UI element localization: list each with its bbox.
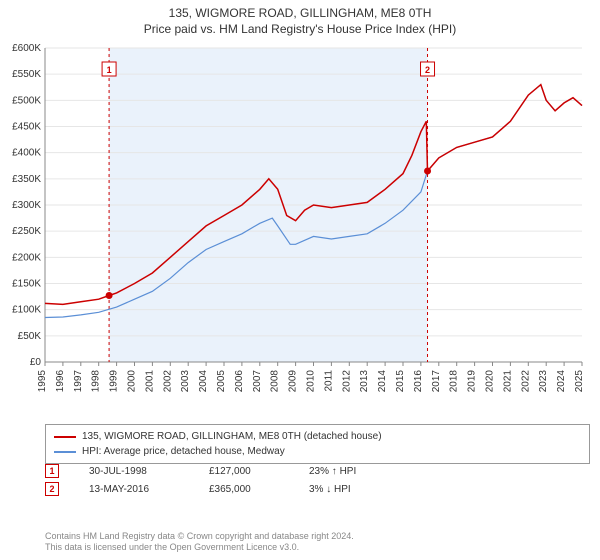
footer: Contains HM Land Registry data © Crown c… [45,531,354,554]
svg-text:2025: 2025 [574,370,585,393]
svg-text:£300K: £300K [12,200,41,211]
svg-text:2008: 2008 [270,370,281,393]
legend-row: 135, WIGMORE ROAD, GILLINGHAM, ME8 0TH (… [54,429,581,444]
svg-text:1997: 1997 [73,370,84,393]
chart-subtitle: Price paid vs. HM Land Registry's House … [0,22,600,38]
legend-swatch [54,451,76,453]
svg-text:2015: 2015 [395,370,406,393]
svg-text:2018: 2018 [449,370,460,393]
footer-line: This data is licensed under the Open Gov… [45,542,354,554]
legend-label: HPI: Average price, detached house, Medw… [82,444,285,459]
svg-text:£0: £0 [30,357,42,368]
svg-text:2: 2 [425,65,430,75]
sale-diff: 23% ↑ HPI [309,466,399,477]
svg-text:2014: 2014 [377,370,388,393]
svg-text:£150K: £150K [12,279,41,290]
chart-area: £0£50K£100K£150K£200K£250K£300K£350K£400… [45,44,590,414]
legend-label: 135, WIGMORE ROAD, GILLINGHAM, ME8 0TH (… [82,429,382,444]
svg-text:2021: 2021 [502,370,513,393]
svg-text:2024: 2024 [556,370,567,393]
svg-text:2011: 2011 [323,370,334,392]
svg-text:1: 1 [107,65,112,75]
titles: 135, WIGMORE ROAD, GILLINGHAM, ME8 0TH P… [0,0,600,37]
svg-text:2004: 2004 [198,370,209,393]
chart-title: 135, WIGMORE ROAD, GILLINGHAM, ME8 0TH [0,6,600,22]
sale-row: 2 13-MAY-2016 £365,000 3% ↓ HPI [45,482,590,496]
svg-text:£600K: £600K [12,43,41,54]
svg-text:2005: 2005 [216,370,227,393]
sale-price: £127,000 [209,466,279,477]
svg-text:1995: 1995 [37,370,48,393]
svg-text:£200K: £200K [12,252,41,263]
footer-line: Contains HM Land Registry data © Crown c… [45,531,354,543]
legend-row: HPI: Average price, detached house, Medw… [54,444,581,459]
svg-text:£400K: £400K [12,148,41,159]
sale-date: 30-JUL-1998 [89,466,179,477]
sale-date: 13-MAY-2016 [89,484,179,495]
sale-box-icon: 1 [45,464,59,478]
legend-swatch [54,436,76,438]
svg-text:2012: 2012 [341,370,352,393]
svg-text:2000: 2000 [127,370,138,393]
svg-text:2007: 2007 [252,370,263,393]
svg-text:£100K: £100K [12,305,41,316]
sale-diff: 3% ↓ HPI [309,484,399,495]
chart-svg: £0£50K£100K£150K£200K£250K£300K£350K£400… [45,44,590,414]
svg-text:£450K: £450K [12,122,41,133]
svg-text:£500K: £500K [12,95,41,106]
svg-text:1998: 1998 [91,370,102,393]
svg-text:£50K: £50K [18,331,42,342]
svg-text:2001: 2001 [144,370,155,393]
sale-row: 1 30-JUL-1998 £127,000 23% ↑ HPI [45,464,590,478]
chart-container: 135, WIGMORE ROAD, GILLINGHAM, ME8 0TH P… [0,0,600,560]
sale-price: £365,000 [209,484,279,495]
legend-box: 135, WIGMORE ROAD, GILLINGHAM, ME8 0TH (… [45,424,590,464]
svg-text:2002: 2002 [162,370,173,393]
svg-text:2022: 2022 [520,370,531,393]
svg-text:2003: 2003 [180,370,191,393]
svg-text:£250K: £250K [12,226,41,237]
svg-text:2013: 2013 [359,370,370,393]
svg-text:2009: 2009 [288,370,299,393]
svg-text:2010: 2010 [306,370,317,393]
svg-text:2023: 2023 [538,370,549,393]
sales-rows: 1 30-JUL-1998 £127,000 23% ↑ HPI 2 13-MA… [45,464,590,500]
svg-text:£350K: £350K [12,174,41,185]
sale-box-icon: 2 [45,482,59,496]
svg-text:1999: 1999 [109,370,120,393]
svg-text:2016: 2016 [413,370,424,393]
svg-text:2020: 2020 [485,370,496,393]
svg-text:2006: 2006 [234,370,245,393]
svg-text:1996: 1996 [55,370,66,393]
svg-text:2019: 2019 [467,370,478,393]
svg-text:£550K: £550K [12,69,41,80]
svg-text:2017: 2017 [431,370,442,393]
